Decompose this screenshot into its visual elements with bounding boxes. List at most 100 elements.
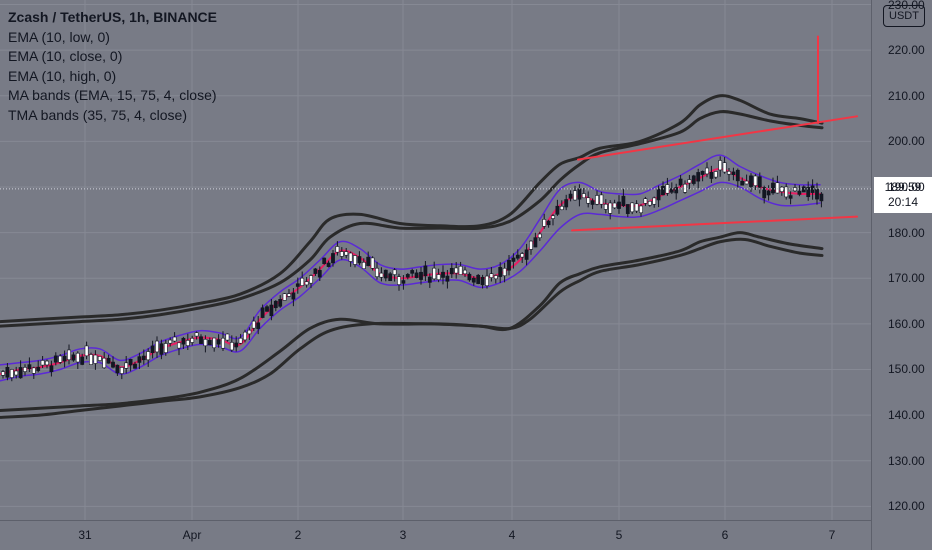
- candle-body: [102, 357, 107, 369]
- candle-body: [502, 267, 507, 277]
- candle-body: [45, 360, 49, 366]
- candle-body: [14, 370, 19, 376]
- candle-body: [31, 367, 36, 374]
- series-ema-high: [0, 154, 821, 366]
- candle-body: [379, 272, 384, 278]
- candle-body: [766, 190, 771, 196]
- candle-body: [718, 160, 723, 171]
- candle-body: [128, 359, 133, 366]
- candle-body: [401, 280, 406, 284]
- candle-body: [458, 265, 463, 275]
- indicator-ema-close[interactable]: EMA (10, close, 0): [8, 48, 123, 64]
- candle-body: [419, 271, 423, 280]
- candle-body: [49, 365, 54, 373]
- candle-body: [533, 237, 538, 248]
- candle-body: [243, 331, 247, 341]
- currency-button[interactable]: USDT: [883, 5, 925, 27]
- candle-body: [339, 251, 344, 257]
- candle-body: [806, 187, 811, 198]
- candle-body: [23, 367, 27, 372]
- y-tick-label: 130.00: [888, 453, 925, 468]
- candle-body: [300, 277, 305, 286]
- candle-body: [630, 202, 635, 213]
- candle-body: [775, 182, 780, 194]
- candle-body: [181, 337, 186, 345]
- candle-body: [476, 274, 481, 284]
- candle-body: [260, 307, 265, 318]
- candle-body: [150, 345, 155, 354]
- candle-body: [625, 204, 630, 214]
- candle-body: [295, 283, 300, 287]
- candle-body: [322, 257, 327, 264]
- candle-body: [771, 182, 775, 194]
- candle-body: [669, 188, 674, 193]
- candle-body: [106, 357, 111, 364]
- series-band: [0, 94, 824, 324]
- candle-body: [344, 251, 349, 256]
- candle-body: [203, 339, 208, 347]
- indicator-ma-bands[interactable]: MA bands (EMA, 15, 75, 4, close): [8, 87, 217, 103]
- candle-body: [520, 253, 525, 258]
- candle-body: [454, 267, 459, 274]
- candle-body: [392, 269, 397, 275]
- candle-body: [9, 369, 14, 378]
- candle-body: [133, 363, 137, 369]
- candle-body: [445, 275, 450, 282]
- candle-body: [291, 292, 296, 300]
- candle-body: [212, 337, 217, 349]
- candle-body: [155, 340, 159, 353]
- price-axis-divider: [871, 0, 872, 550]
- candle-body: [97, 356, 102, 361]
- candle-body: [652, 197, 657, 205]
- bar-countdown: 20:14: [887, 195, 919, 209]
- price-chart[interactable]: [0, 0, 871, 520]
- candle-body: [216, 339, 221, 345]
- candle-body: [617, 201, 621, 209]
- candle-body: [436, 274, 441, 280]
- x-tick-label: 7: [828, 528, 836, 542]
- y-tick-label: 160.00: [888, 316, 925, 331]
- candle-body: [282, 293, 287, 301]
- series-band: [0, 231, 824, 413]
- candle-body: [709, 171, 714, 179]
- candle-body: [542, 219, 547, 227]
- indicator-ema-high[interactable]: EMA (10, high, 0): [8, 67, 117, 84]
- candle-body: [731, 171, 736, 175]
- candle-body: [62, 355, 67, 362]
- candle-body: [599, 194, 604, 205]
- candle-body: [163, 343, 168, 353]
- series-band: [0, 110, 824, 328]
- candle-body: [515, 254, 520, 259]
- symbol-title[interactable]: Zcash / TetherUS, 1h, BINANCE: [8, 9, 218, 25]
- series-trendline: [571, 215, 858, 232]
- y-tick-label: 220.00: [888, 43, 925, 58]
- candle-body: [498, 267, 503, 277]
- candle-body: [397, 276, 401, 285]
- candle-body: [357, 256, 362, 264]
- candle-body: [432, 267, 437, 280]
- indicator-ema-low[interactable]: EMA (10, low, 0): [8, 28, 110, 45]
- y-tick-label: 150.00: [888, 362, 925, 377]
- y-tick-label: 180.00: [888, 225, 925, 240]
- candle-body: [190, 337, 195, 343]
- candle-body: [449, 267, 454, 275]
- candle-body: [67, 349, 71, 361]
- candle-body: [647, 200, 652, 206]
- indicator-tma-bands[interactable]: TMA bands (35, 75, 4, close): [8, 106, 187, 123]
- candle-body: [111, 361, 115, 368]
- candle-body: [815, 189, 819, 200]
- candle-body: [762, 187, 767, 199]
- candle-body: [207, 340, 212, 346]
- candle-body: [53, 355, 58, 363]
- candle-body: [489, 273, 494, 278]
- candle-body: [467, 273, 472, 281]
- candle-body: [361, 261, 366, 269]
- candle-body: [269, 304, 274, 317]
- candle-body: [573, 190, 577, 201]
- x-tick-label: Apr: [182, 528, 202, 542]
- candle-body: [788, 195, 793, 199]
- candle-body: [581, 193, 586, 199]
- candle-body: [564, 199, 569, 208]
- candle-body: [691, 175, 696, 184]
